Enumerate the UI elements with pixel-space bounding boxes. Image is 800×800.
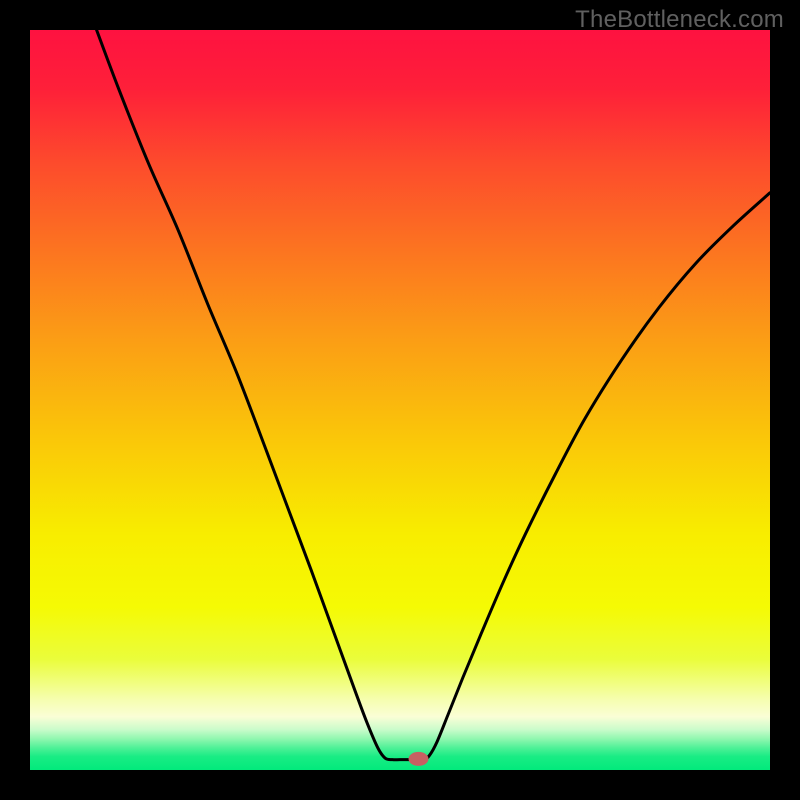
- curve-layer: [30, 30, 770, 770]
- bottleneck-curve: [97, 30, 770, 760]
- plot-area: [30, 30, 770, 770]
- chart-frame: TheBottleneck.com: [0, 0, 800, 800]
- minimum-marker: [409, 752, 429, 766]
